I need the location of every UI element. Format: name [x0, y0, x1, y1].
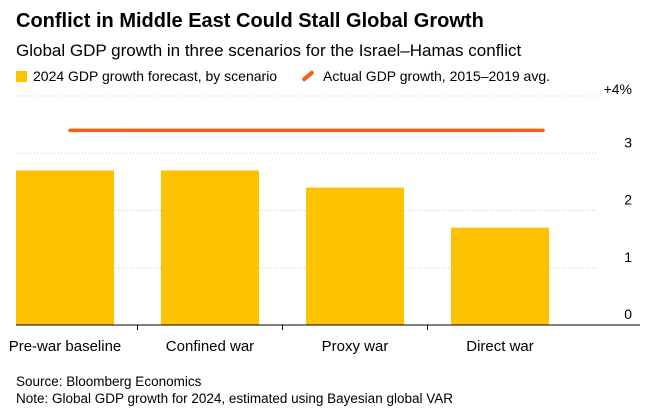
legend-item-forecast: 2024 GDP growth forecast, by scenario: [16, 68, 277, 84]
legend-label-actual: Actual GDP growth, 2015–2019 avg.: [323, 68, 551, 84]
y-tick-label: 3: [624, 134, 632, 150]
y-tick-label: 0: [624, 306, 632, 322]
footnote: Note: Global GDP growth for 2024, estima…: [16, 391, 453, 406]
y-tick-label: +4%: [604, 81, 632, 97]
x-tick-label: Proxy war: [322, 338, 389, 355]
bar: [451, 227, 549, 325]
bar: [306, 187, 404, 325]
source-note: Source: Bloomberg Economics: [16, 374, 202, 389]
bar: [16, 170, 114, 325]
y-tick-label: 2: [624, 192, 632, 208]
x-tick-label: Pre-war baseline: [9, 338, 122, 355]
chart-subtitle: Global GDP growth in three scenarios for…: [16, 41, 522, 60]
legend-label-forecast: 2024 GDP growth forecast, by scenario: [33, 68, 278, 84]
legend-swatch-bar: [16, 70, 27, 82]
bar: [161, 170, 259, 325]
x-tick-label: Confined war: [166, 338, 254, 355]
x-tick-label: Direct war: [466, 338, 534, 355]
legend-item-actual: Actual GDP growth, 2015–2019 avg.: [301, 68, 550, 84]
y-tick-label: 1: [624, 249, 632, 265]
chart-title: Conflict in Middle East Could Stall Glob…: [16, 10, 484, 32]
